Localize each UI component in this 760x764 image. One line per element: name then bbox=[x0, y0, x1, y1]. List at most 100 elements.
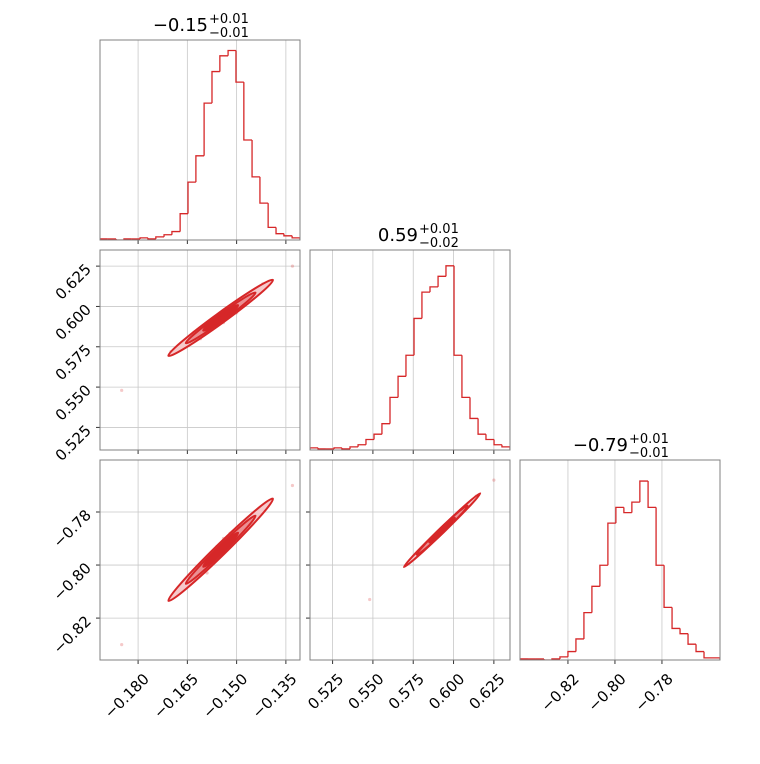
sample-point bbox=[492, 478, 496, 482]
sample-point bbox=[368, 597, 372, 602]
histogram-bin bbox=[147, 237, 156, 240]
histogram-bin bbox=[567, 650, 576, 657]
histogram-bin bbox=[703, 651, 713, 659]
plot-area bbox=[520, 480, 720, 660]
histogram-bin bbox=[187, 181, 196, 214]
histogram-bin bbox=[179, 213, 189, 232]
axes-frame bbox=[309, 459, 511, 661]
histogram-bin bbox=[461, 355, 470, 399]
histogram-bin bbox=[639, 480, 649, 503]
histogram-bin bbox=[259, 176, 269, 204]
histogram-bin bbox=[100, 238, 108, 240]
sample-point bbox=[120, 643, 124, 647]
sample-point bbox=[120, 388, 124, 392]
histogram-bin bbox=[381, 423, 390, 435]
histogram-bin bbox=[520, 658, 528, 660]
histogram-bin bbox=[493, 439, 502, 446]
histogram-bin bbox=[243, 82, 253, 141]
panel: −0.15 +0.01−0.01 bbox=[99, 12, 301, 244]
histogram-bin bbox=[219, 55, 229, 72]
plot-area bbox=[368, 478, 496, 602]
histogram-bin bbox=[275, 227, 284, 235]
histogram-bin bbox=[373, 433, 382, 440]
density-contour bbox=[428, 516, 456, 544]
histogram-bin bbox=[623, 507, 632, 514]
histogram-bin bbox=[365, 438, 375, 445]
histogram-bin bbox=[267, 203, 277, 229]
histogram-bin bbox=[163, 234, 172, 237]
histogram-bin bbox=[251, 140, 260, 178]
histogram-bin bbox=[310, 447, 319, 450]
title-lower: −0.01 bbox=[209, 26, 249, 41]
density-contour bbox=[202, 531, 240, 568]
histogram-bin bbox=[413, 317, 422, 356]
histogram-bin bbox=[203, 102, 212, 156]
axes-frame bbox=[99, 459, 301, 661]
histogram-bin bbox=[647, 481, 657, 509]
histogram-bin bbox=[283, 233, 293, 237]
histogram-bin bbox=[349, 446, 359, 449]
plot-area bbox=[120, 264, 295, 392]
histogram-bin bbox=[615, 506, 624, 524]
title-upper: +0.01 bbox=[209, 12, 249, 27]
histogram-bin bbox=[421, 291, 430, 319]
axes-frame bbox=[99, 39, 301, 241]
histogram-bin bbox=[559, 656, 568, 659]
histogram-bin bbox=[671, 607, 681, 630]
histogram-bin bbox=[591, 585, 600, 613]
panel-title: −0.15 bbox=[153, 15, 208, 36]
histogram-bin bbox=[115, 238, 124, 240]
histogram-bin bbox=[357, 444, 366, 447]
histogram-bin bbox=[317, 447, 326, 450]
histogram-bin bbox=[405, 354, 415, 377]
density-contour bbox=[202, 304, 240, 332]
title-lower: −0.02 bbox=[419, 236, 459, 251]
sample-point bbox=[290, 483, 295, 488]
axes-frame bbox=[99, 249, 301, 451]
histogram-bin bbox=[227, 49, 236, 56]
panel-title: 0.59 bbox=[378, 225, 418, 246]
histogram-bin bbox=[235, 50, 244, 83]
histogram-bin bbox=[333, 447, 342, 449]
histogram-bin bbox=[195, 155, 205, 183]
axes-frame bbox=[519, 459, 721, 661]
histogram-bin bbox=[687, 633, 697, 645]
histogram-bin bbox=[679, 628, 689, 635]
histogram-bin bbox=[397, 375, 406, 398]
histogram-bin bbox=[445, 265, 455, 277]
histogram-bin bbox=[485, 434, 495, 441]
histogram-bin bbox=[437, 275, 446, 287]
title-upper: +0.01 bbox=[419, 222, 459, 237]
histogram-bin bbox=[139, 237, 148, 239]
panel-title: −0.79 bbox=[573, 435, 628, 456]
histogram-bin bbox=[695, 644, 705, 653]
panel: 0.59 +0.01−0.02 bbox=[309, 222, 511, 454]
plot-area bbox=[120, 483, 295, 647]
title-upper: +0.01 bbox=[629, 432, 669, 447]
histogram-bin bbox=[171, 230, 181, 235]
histogram-bin bbox=[663, 565, 673, 609]
title-lower: −0.01 bbox=[629, 446, 669, 461]
plot-area bbox=[100, 49, 300, 240]
histogram-bin bbox=[477, 418, 486, 435]
histogram-bin bbox=[543, 658, 552, 660]
histogram-bin bbox=[599, 564, 608, 587]
histogram-bin bbox=[575, 638, 584, 652]
histogram-bin bbox=[341, 447, 350, 450]
histogram-bin bbox=[712, 657, 720, 660]
histogram-bin bbox=[469, 397, 479, 420]
axes-frame bbox=[309, 249, 511, 451]
histogram-bin bbox=[607, 522, 616, 566]
histogram-bin bbox=[655, 507, 665, 566]
histogram-bin bbox=[631, 501, 640, 513]
sample-point bbox=[290, 264, 295, 268]
histogram-bin bbox=[501, 444, 510, 450]
histogram-bin bbox=[453, 265, 462, 356]
plot-area bbox=[310, 265, 510, 450]
histogram-bin bbox=[211, 70, 220, 104]
histogram-bin bbox=[583, 611, 592, 639]
histogram-bin bbox=[155, 236, 165, 239]
histogram-bin bbox=[429, 286, 439, 293]
